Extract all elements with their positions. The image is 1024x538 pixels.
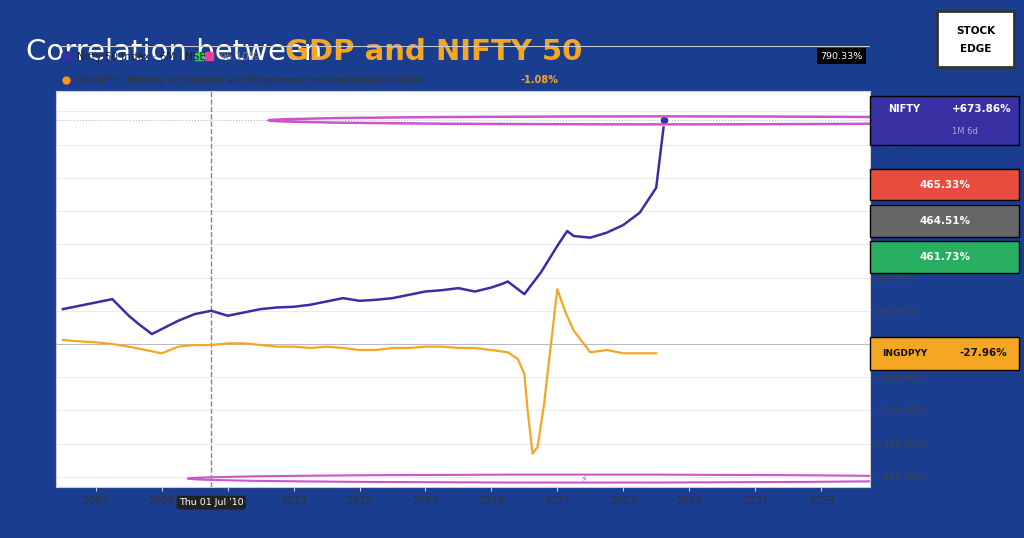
- FancyBboxPatch shape: [870, 96, 1019, 145]
- Text: INGDPYY: INGDPYY: [883, 349, 928, 358]
- Text: 790.33%: 790.33%: [820, 52, 862, 61]
- Text: GDP and NIFTY 50: GDP and NIFTY 50: [285, 38, 583, 66]
- Text: 465.33%: 465.33%: [920, 180, 970, 189]
- Text: INGDPYY · Ministry of Statistics and Programme Implementation (MOSPI): INGDPYY · Ministry of Statistics and Pro…: [77, 75, 422, 84]
- Text: STOCK: STOCK: [955, 25, 995, 36]
- Text: Thu 01 Jul '10: Thu 01 Jul '10: [179, 498, 244, 507]
- Text: -1.08%: -1.08%: [520, 75, 558, 85]
- FancyBboxPatch shape: [870, 205, 1019, 237]
- Text: Nifty 50 Index · 6M · NSE: Nifty 50 Index · 6M · NSE: [77, 52, 206, 62]
- FancyBboxPatch shape: [870, 241, 1019, 273]
- FancyBboxPatch shape: [937, 11, 1014, 67]
- Text: Correlation between: Correlation between: [26, 38, 331, 66]
- Text: 461.73%: 461.73%: [920, 252, 970, 262]
- Text: +673.86%: +673.86%: [952, 104, 1012, 115]
- Text: EDGE: EDGE: [959, 44, 991, 54]
- Text: 96.10%: 96.10%: [219, 52, 259, 62]
- Text: -27.96%: -27.96%: [959, 348, 1008, 358]
- FancyBboxPatch shape: [870, 337, 1019, 370]
- Text: NIFTY: NIFTY: [888, 104, 921, 115]
- Text: 464.51%: 464.51%: [920, 216, 970, 225]
- Text: ⚡: ⚡: [581, 473, 587, 484]
- Text: 1M 6d: 1M 6d: [952, 127, 978, 136]
- FancyBboxPatch shape: [870, 168, 1019, 200]
